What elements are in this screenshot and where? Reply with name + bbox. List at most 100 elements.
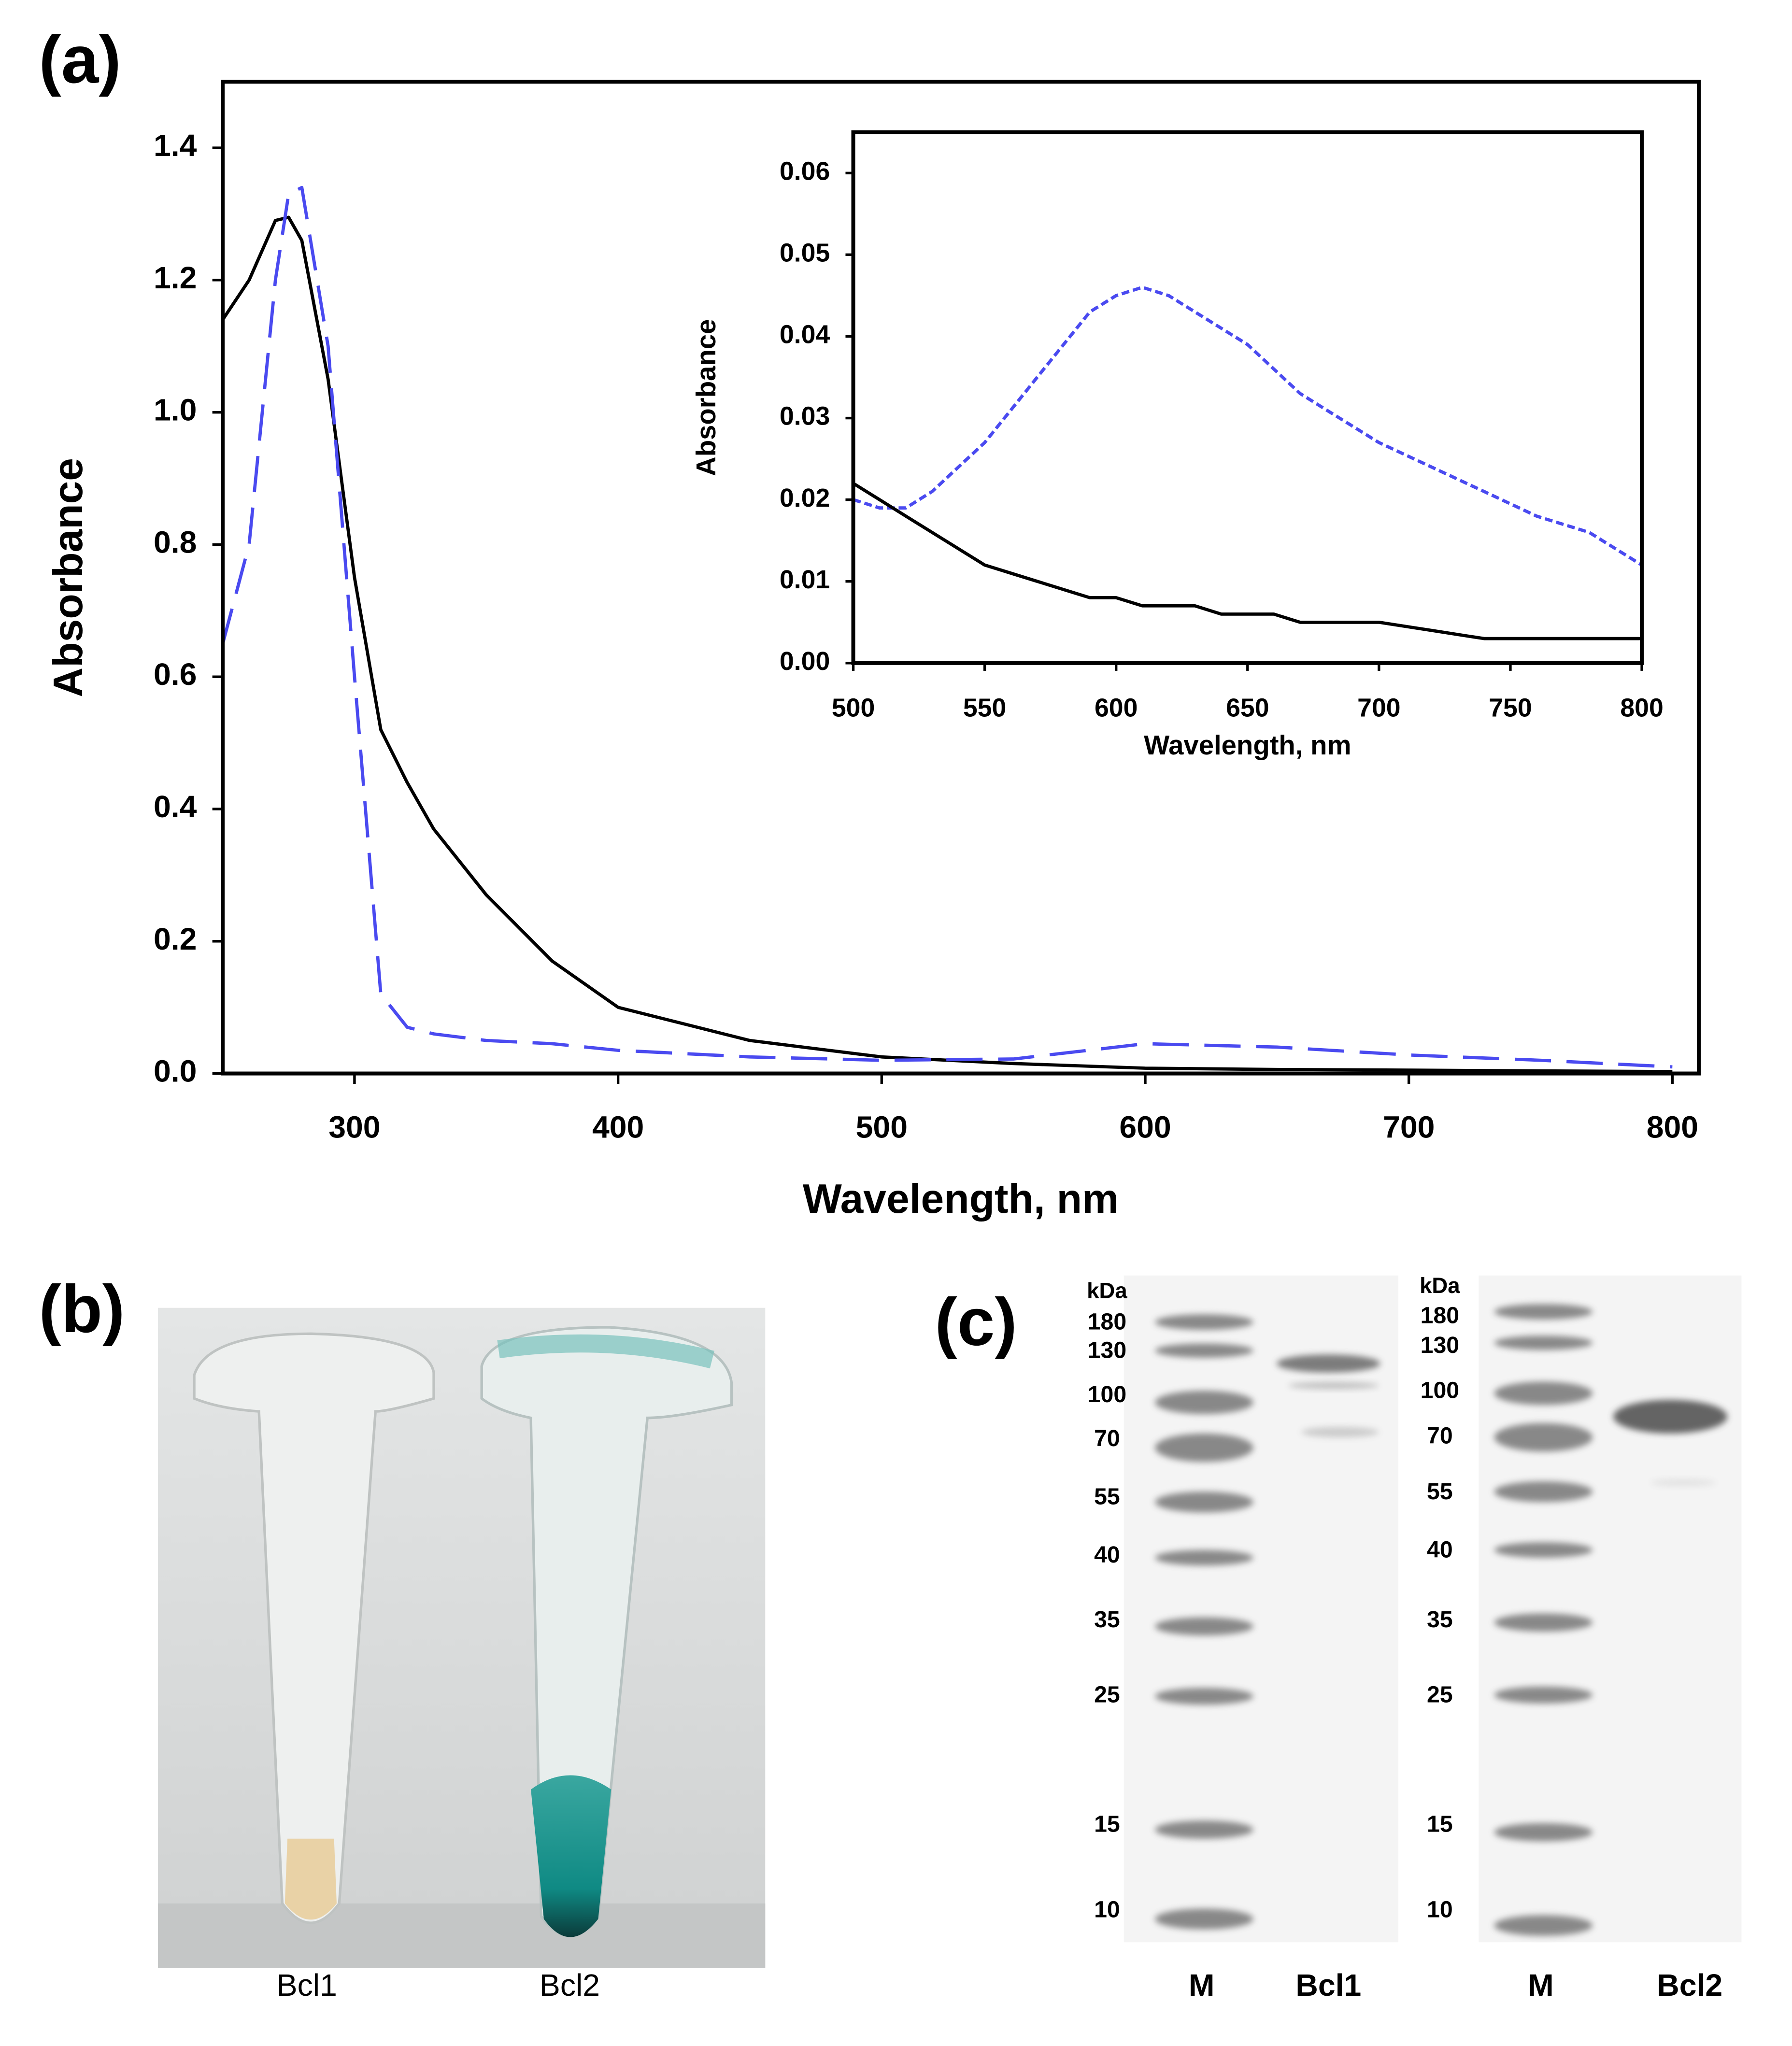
marker-band — [1155, 1908, 1253, 1930]
marker-band — [1494, 1381, 1593, 1405]
y-tick-label: 1.0 — [154, 393, 197, 427]
marker-band — [1494, 1686, 1593, 1704]
panel-label: (c) — [935, 1284, 1017, 1360]
y-tick-label: 0.03 — [780, 402, 830, 431]
x-tick-label: 500 — [856, 1109, 908, 1144]
sample-band — [1613, 1400, 1727, 1434]
x-tick-label: 800 — [1647, 1109, 1698, 1144]
series-line — [223, 185, 1673, 1069]
y-tick-label: 0.02 — [780, 483, 830, 512]
marker-label: 180 — [1088, 1309, 1127, 1335]
unit-label: kDa — [1420, 1273, 1460, 1298]
x-tick-label: 600 — [1095, 693, 1138, 722]
inset-background — [853, 132, 1642, 663]
plot-frame — [221, 80, 1701, 1076]
marker-band — [1494, 1481, 1593, 1502]
x-tick-label: 800 — [1620, 693, 1663, 722]
y-axis-label: Absorbance — [45, 458, 91, 697]
marker-label: 70 — [1427, 1423, 1453, 1449]
gel — [1479, 1275, 1742, 1943]
x-tick-label: 700 — [1383, 1109, 1435, 1144]
x-tick-label: 700 — [1357, 693, 1400, 722]
y-tick-label: 0.6 — [154, 657, 197, 692]
y-tick-label: 0.4 — [154, 789, 197, 824]
marker-label: 70 — [1094, 1425, 1120, 1451]
y-axis-label: Absorbance — [691, 319, 721, 476]
marker-band — [1494, 1823, 1593, 1842]
marker-band — [1155, 1314, 1253, 1330]
marker-band — [1155, 1343, 1253, 1358]
marker-label: 40 — [1094, 1542, 1120, 1568]
photo — [158, 1307, 766, 1968]
marker-label: 25 — [1094, 1682, 1120, 1708]
lane-label: M — [1189, 1968, 1215, 2003]
marker-label: 40 — [1427, 1536, 1453, 1563]
marker-band — [1155, 1433, 1253, 1462]
marker-label: 35 — [1094, 1606, 1120, 1633]
y-tick-label: 0.8 — [154, 525, 197, 559]
series-line — [853, 285, 1642, 567]
tube-cap-stain — [497, 1334, 714, 1369]
tube — [193, 1332, 435, 1924]
x-tick-label: 600 — [1119, 1109, 1171, 1144]
x-axis-label: Wavelength, nm — [1144, 730, 1351, 760]
lane-label: Bcl2 — [1657, 1968, 1722, 2003]
y-tick-label: 0.2 — [154, 922, 197, 956]
x-tick-label: 400 — [592, 1109, 644, 1144]
marker-label: 180 — [1421, 1302, 1460, 1328]
x-tick-label: 300 — [328, 1109, 380, 1144]
marker-band — [1494, 1423, 1593, 1452]
marker-band — [1494, 1915, 1593, 1936]
marker-label: 55 — [1427, 1478, 1453, 1505]
y-tick-label: 0.04 — [780, 320, 830, 349]
x-tick-label: 500 — [832, 693, 875, 722]
y-tick-label: 0.01 — [780, 565, 830, 594]
series-line — [853, 482, 1642, 640]
marker-band — [1494, 1336, 1593, 1350]
marker-band — [1155, 1688, 1253, 1705]
y-tick-label: 0.05 — [780, 239, 830, 268]
photo-shelf — [158, 1903, 766, 1968]
marker-label: 100 — [1421, 1378, 1460, 1404]
x-tick-label: 650 — [1226, 693, 1269, 722]
marker-label: 100 — [1088, 1381, 1127, 1407]
x-tick-label: 550 — [963, 693, 1006, 722]
tube-liquid — [284, 1838, 337, 1920]
marker-label: 55 — [1094, 1484, 1120, 1510]
gel — [1124, 1275, 1399, 1943]
marker-band — [1155, 1550, 1253, 1566]
marker-label: 130 — [1421, 1332, 1460, 1358]
lane-label: M — [1528, 1968, 1554, 2003]
marker-label: 15 — [1094, 1811, 1120, 1837]
marker-label: 10 — [1427, 1897, 1453, 1923]
marker-label: 35 — [1427, 1606, 1453, 1633]
marker-label: 15 — [1427, 1811, 1453, 1837]
x-tick-label: 750 — [1489, 693, 1532, 722]
tube-label: Bcl1 — [277, 1968, 337, 2003]
marker-label: 25 — [1427, 1682, 1453, 1708]
lane-label: Bcl1 — [1295, 1968, 1361, 2003]
marker-band — [1494, 1613, 1593, 1632]
tube-liquid — [531, 1775, 612, 1937]
marker-band — [1155, 1617, 1253, 1635]
panel-label: (a) — [39, 22, 121, 97]
panel-label: (b) — [39, 1271, 125, 1347]
sample-band — [1301, 1427, 1379, 1437]
marker-band — [1494, 1304, 1593, 1320]
marker-band — [1155, 1820, 1253, 1839]
sample-band — [1650, 1478, 1716, 1487]
marker-label: 130 — [1088, 1337, 1127, 1364]
sample-band — [1277, 1354, 1380, 1373]
sample-band — [1288, 1381, 1379, 1390]
unit-label: kDa — [1087, 1279, 1127, 1303]
plot-frame — [851, 130, 1644, 665]
y-tick-label: 0.06 — [780, 156, 830, 185]
x-axis-label: Wavelength, nm — [803, 1176, 1119, 1222]
marker-band — [1494, 1542, 1593, 1558]
series-line — [223, 215, 1673, 1073]
tube-label: Bcl2 — [540, 1968, 600, 2003]
marker-label: 10 — [1094, 1897, 1120, 1923]
marker-band — [1155, 1391, 1253, 1414]
marker-band — [1155, 1492, 1253, 1513]
